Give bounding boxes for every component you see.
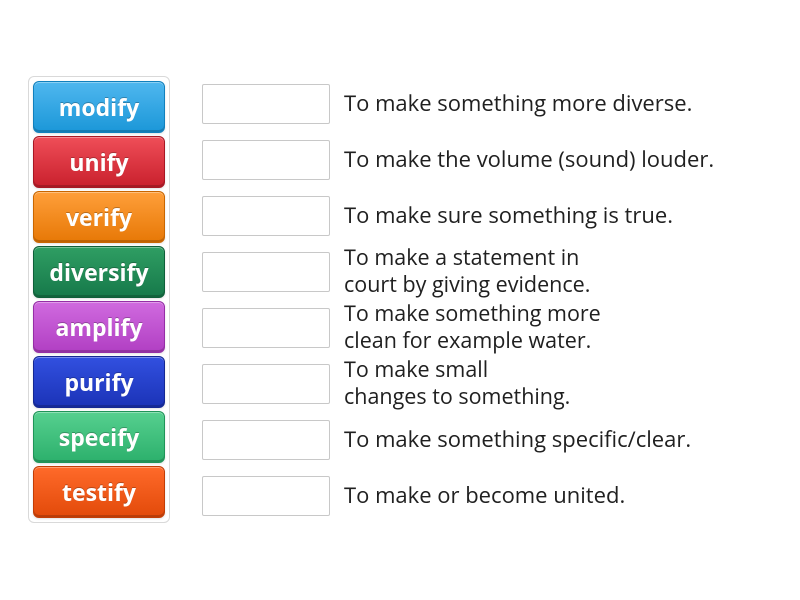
- drop-slot[interactable]: [202, 308, 330, 348]
- drop-slot[interactable]: [202, 84, 330, 124]
- definition-row: To make small changes to something.: [202, 364, 714, 404]
- word-tile-verify[interactable]: verify: [33, 191, 165, 243]
- definition-text: To make sure something is true.: [344, 202, 673, 230]
- drop-slot[interactable]: [202, 140, 330, 180]
- drop-slot[interactable]: [202, 252, 330, 292]
- definition-text: To make small changes to something.: [344, 357, 570, 411]
- word-panel: modify unify verify diversify amplify pu…: [28, 76, 170, 523]
- word-tile-unify[interactable]: unify: [33, 136, 165, 188]
- definition-line: changes to something.: [344, 382, 570, 411]
- word-tile-amplify[interactable]: amplify: [33, 301, 165, 353]
- definition-row: To make the volume (sound) louder.: [202, 140, 714, 180]
- word-tile-purify[interactable]: purify: [33, 356, 165, 408]
- definition-text: To make something specific/clear.: [344, 426, 691, 454]
- drop-slot[interactable]: [202, 476, 330, 516]
- definition-row: To make something more diverse.: [202, 84, 714, 124]
- definition-text: To make the volume (sound) louder.: [344, 146, 714, 174]
- definition-row: To make something specific/clear.: [202, 420, 714, 460]
- word-tile-specify[interactable]: specify: [33, 411, 165, 463]
- word-tile-testify[interactable]: testify: [33, 466, 165, 518]
- definition-line: To make something more: [344, 299, 601, 328]
- definition-text: To make something more diverse.: [344, 90, 692, 118]
- definition-line: clean for example water.: [344, 326, 591, 355]
- definition-line: To make a statement in: [344, 243, 579, 272]
- word-tile-diversify[interactable]: diversify: [33, 246, 165, 298]
- definition-text: To make or become united.: [344, 482, 625, 510]
- definition-text: To make a statement in court by giving e…: [344, 245, 590, 299]
- definition-row: To make a statement in court by giving e…: [202, 252, 714, 292]
- definition-text: To make something more clean for example…: [344, 301, 601, 355]
- definition-row: To make something more clean for example…: [202, 308, 714, 348]
- word-tile-modify[interactable]: modify: [33, 81, 165, 133]
- definition-list: To make something more diverse. To make …: [202, 76, 714, 516]
- drop-slot[interactable]: [202, 196, 330, 236]
- definition-row: To make or become united.: [202, 476, 714, 516]
- definition-line: To make small: [344, 355, 488, 384]
- drop-slot[interactable]: [202, 420, 330, 460]
- drop-slot[interactable]: [202, 364, 330, 404]
- exercise-container: modify unify verify diversify amplify pu…: [28, 76, 800, 523]
- definition-line: court by giving evidence.: [344, 270, 590, 299]
- definition-row: To make sure something is true.: [202, 196, 714, 236]
